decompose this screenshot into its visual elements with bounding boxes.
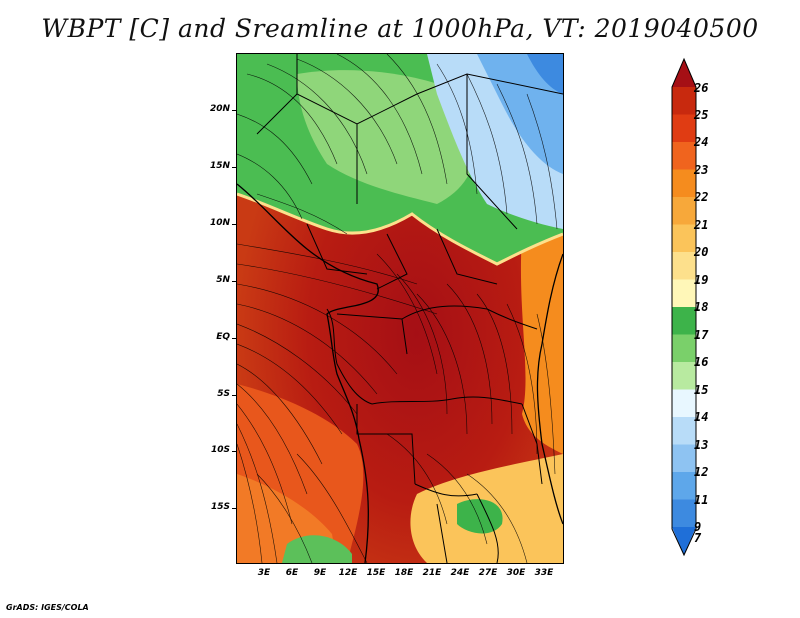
southwest-green-patch	[282, 535, 352, 563]
lat-label-5s: 5S	[217, 389, 230, 399]
colorbar-label: 25	[694, 107, 709, 122]
lat-tick	[232, 395, 236, 396]
colorbar-label: 13	[694, 437, 709, 452]
lat-tick	[232, 338, 236, 339]
colorbar-segment	[672, 169, 696, 198]
colorbar-label: 17	[694, 327, 709, 342]
colorbar-segment	[672, 279, 696, 308]
wbpt-field	[237, 54, 563, 563]
colorbar-label: 11	[694, 492, 709, 507]
lon-label-24e: 24E	[450, 568, 470, 578]
northeast-cold-core	[477, 54, 563, 174]
lat-label-10s: 10S	[210, 445, 230, 455]
colorbar-label: 24	[694, 135, 709, 149]
colorbar-label: 23	[694, 162, 709, 177]
streamlines	[237, 54, 558, 563]
lon-label-30e: 30E	[506, 568, 526, 578]
northeast-coldest-core	[527, 54, 563, 94]
colorbar-segment	[672, 224, 696, 253]
country-borders	[256, 54, 563, 563]
colorbar-label: 18	[694, 300, 709, 314]
lat-tick	[232, 451, 236, 452]
colorbar-label: 21	[694, 217, 709, 232]
colorbar-label: 26	[694, 81, 709, 95]
lat-label-5n: 5N	[216, 275, 230, 285]
colorbar-segment	[672, 389, 696, 418]
transition-strip	[237, 192, 563, 266]
east-coastline	[536, 253, 563, 525]
colorbar-segment	[672, 197, 696, 225]
map-panel	[236, 53, 564, 564]
colorbar-label: 22	[694, 190, 709, 204]
colorbar-segment	[672, 114, 696, 143]
lat-label-15s: 15S	[210, 502, 230, 512]
lon-label-15e: 15E	[366, 568, 386, 578]
lat-label-20n: 20N	[209, 104, 230, 114]
lon-label-6e: 6E	[285, 568, 299, 578]
lon-label-21e: 21E	[422, 568, 442, 578]
colorbar-segment	[672, 362, 696, 390]
software-credit: GrADS: IGES/COLA	[6, 603, 89, 612]
colorbar-fills	[672, 59, 696, 555]
lon-label-3e: 3E	[257, 568, 271, 578]
colorbar-segment	[672, 499, 696, 528]
lat-label-eq: EQ	[216, 332, 230, 342]
colorbar	[671, 57, 697, 557]
colorbar-segment	[672, 334, 696, 363]
colorbar-outline	[671, 57, 697, 557]
lat-tick	[232, 508, 236, 509]
colorbar-label: 7	[694, 531, 702, 545]
colorbar-label: 16	[694, 355, 709, 369]
map-title: WBPT [C] and Sreamline at 1000hPa, VT: 2…	[41, 14, 759, 43]
lat-tick	[232, 110, 236, 111]
sahel-light-green	[297, 70, 477, 204]
lat-label-10n: 10N	[209, 218, 230, 228]
colorbar-segment	[672, 417, 696, 445]
colorbar-segment	[672, 472, 696, 500]
lon-label-9e: 9E	[313, 568, 327, 578]
colorbar-label: 19	[694, 272, 709, 287]
colorbar-segment	[672, 527, 696, 555]
lat-tick	[232, 167, 236, 168]
colorbar-label: 14	[694, 410, 709, 424]
coastline	[237, 183, 379, 563]
colorbar-segment	[672, 87, 696, 115]
colorbar-label: 15	[694, 382, 709, 397]
colorbar-segment	[672, 59, 696, 87]
colorbar-segment	[672, 444, 696, 473]
colorbar-label: 9	[694, 520, 702, 534]
lat-label-15n: 15N	[209, 161, 230, 171]
lon-label-18e: 18E	[394, 568, 414, 578]
colorbar-segment	[672, 142, 696, 170]
lat-tick	[232, 281, 236, 282]
colorbar-label: 12	[694, 465, 709, 479]
colorbar-segment	[672, 307, 696, 335]
lon-label-33e: 33E	[534, 568, 554, 578]
colorbar-label: 20	[694, 245, 709, 259]
colorbar-segment	[672, 252, 696, 280]
lon-label-12e: 12E	[338, 568, 358, 578]
lon-label-27e: 27E	[478, 568, 498, 578]
lat-tick	[232, 224, 236, 225]
